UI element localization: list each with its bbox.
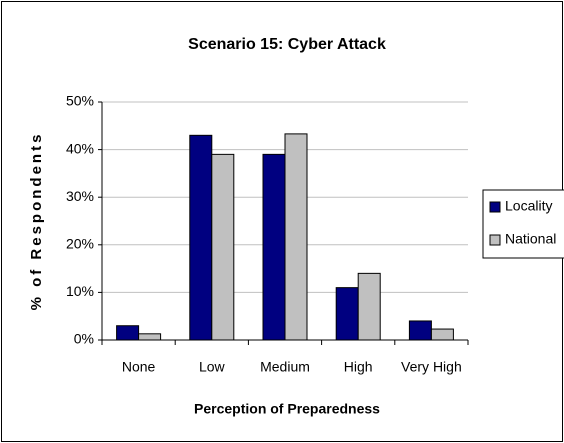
y-tick-label: 10%	[66, 283, 94, 299]
x-tick-label: Low	[199, 359, 226, 375]
y-tick-label: 40%	[66, 140, 94, 156]
bar	[430, 328, 454, 341]
bar	[116, 325, 140, 341]
bar	[284, 133, 308, 341]
bar	[408, 320, 432, 341]
bar	[138, 333, 162, 341]
y-tick-label: 20%	[66, 236, 94, 252]
y-tick-label: 0%	[74, 331, 94, 347]
bar	[357, 272, 381, 341]
bar	[211, 153, 235, 341]
y-tick-label: 50%	[66, 93, 94, 109]
legend-swatch	[489, 234, 501, 246]
x-axis-label: Perception of Preparedness	[194, 401, 380, 417]
x-tick-label: Very High	[401, 359, 462, 375]
bar	[335, 287, 359, 341]
x-tick-label: High	[344, 359, 373, 375]
chart-title: Scenario 15: Cyber Attack	[188, 36, 386, 53]
legend-swatch	[489, 201, 501, 213]
y-tick-label: 30%	[66, 188, 94, 204]
legend-label: National	[505, 231, 556, 247]
legend-box	[482, 189, 564, 259]
x-tick-label: Medium	[260, 359, 310, 375]
bar	[262, 153, 286, 341]
legend-label: Locality	[505, 198, 552, 214]
bar	[189, 134, 213, 341]
y-axis-label: % of Respondents	[28, 132, 45, 311]
x-tick-label: None	[122, 359, 156, 375]
